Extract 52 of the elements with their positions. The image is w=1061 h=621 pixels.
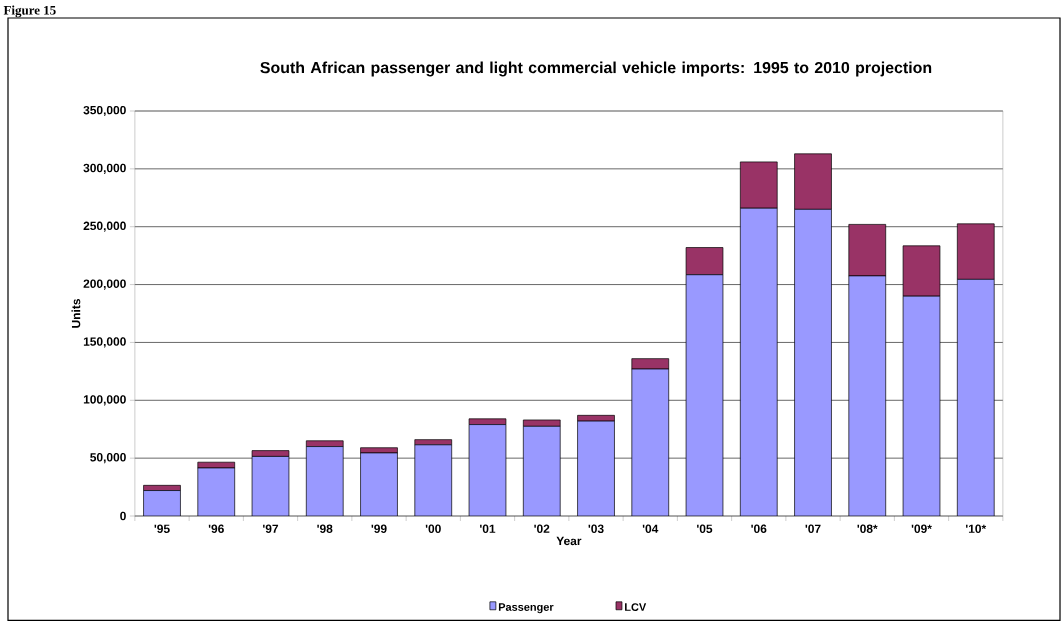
- x-tick-label: '10*: [966, 524, 987, 533]
- legend-label: Passenger: [498, 603, 554, 614]
- bar: [197, 467, 236, 516]
- x-tick-label: '04: [642, 524, 659, 533]
- bar: [468, 424, 507, 516]
- x-tick-label: '07: [805, 524, 821, 533]
- x-tick-label: '98: [317, 524, 333, 533]
- bar: [956, 279, 995, 516]
- x-tick-label: '00: [425, 524, 441, 533]
- bar: [848, 275, 887, 516]
- bar: [577, 420, 615, 516]
- x-tick-label: '08*: [857, 524, 878, 533]
- y-tick-label: 350,000: [83, 105, 126, 117]
- x-tick-label: '01: [480, 524, 496, 533]
- x-tick-label: '05: [697, 524, 713, 533]
- y-tick-label: 300,000: [83, 163, 126, 174]
- bar: [414, 444, 453, 516]
- y-tick-label: 100,000: [83, 395, 126, 406]
- bar: [360, 452, 398, 516]
- chart-title: South African passenger and light commercial vehicle imports: 1995 to 2010 projection: [260, 61, 932, 77]
- x-tick-label: '95: [154, 524, 170, 533]
- x-tick-label: '99: [371, 524, 387, 533]
- bar: [794, 209, 832, 516]
- bar: [902, 245, 941, 297]
- bar: [522, 425, 561, 516]
- legend-label: LCV: [625, 603, 647, 611]
- caption: Figure 15: [3, 5, 56, 18]
- x-tick-label: '09*: [911, 524, 932, 533]
- y-tick-label: 0: [120, 511, 126, 521]
- x-tick-label: '96: [208, 524, 224, 533]
- y-tick-label: 150,000: [83, 337, 126, 348]
- bar: [305, 446, 344, 516]
- bar: [251, 456, 290, 516]
- bar: [631, 358, 670, 370]
- y-axis-title: Units: [71, 299, 81, 328]
- bar: [143, 490, 181, 516]
- bar: [739, 207, 778, 516]
- x-tick-label: '97: [263, 524, 279, 533]
- y-tick-label: 200,000: [83, 279, 126, 290]
- bar: [631, 368, 670, 516]
- bar: [685, 247, 724, 276]
- bar: [685, 274, 724, 516]
- y-tick-label: 50,000: [90, 453, 126, 464]
- bar: [522, 419, 561, 427]
- x-tick-label: '03: [588, 524, 604, 534]
- x-tick-label: '02: [534, 524, 550, 533]
- bar: [902, 295, 941, 516]
- bar: [251, 450, 290, 457]
- x-tick-label: '06: [751, 524, 767, 533]
- y-tick-label: 250,000: [83, 221, 126, 232]
- x-axis-title: Year: [556, 536, 582, 546]
- bar: [848, 224, 887, 277]
